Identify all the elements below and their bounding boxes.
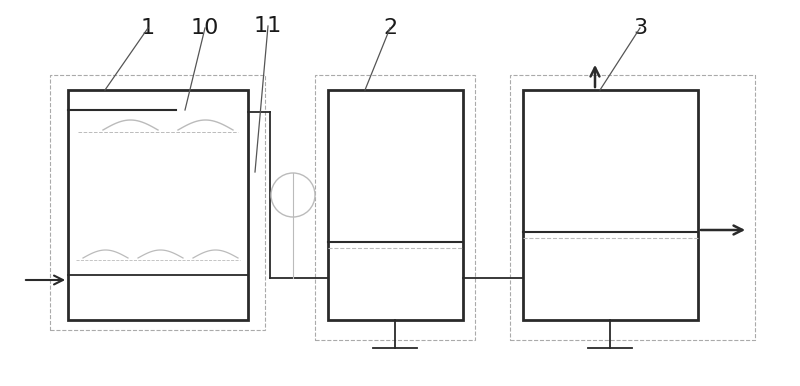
Text: 2: 2 bbox=[383, 18, 397, 38]
Text: 3: 3 bbox=[633, 18, 647, 38]
Bar bbox=[328, 175, 463, 240]
Bar bbox=[523, 90, 698, 320]
Text: 1: 1 bbox=[141, 18, 155, 38]
Text: 11: 11 bbox=[254, 16, 282, 36]
Bar bbox=[50, 75, 265, 330]
Bar bbox=[523, 238, 698, 318]
Bar bbox=[510, 75, 755, 340]
Text: 10: 10 bbox=[191, 18, 219, 38]
Bar bbox=[328, 90, 463, 320]
Bar bbox=[315, 75, 475, 340]
Bar bbox=[68, 90, 248, 320]
Bar bbox=[328, 248, 463, 318]
Bar bbox=[523, 160, 698, 230]
